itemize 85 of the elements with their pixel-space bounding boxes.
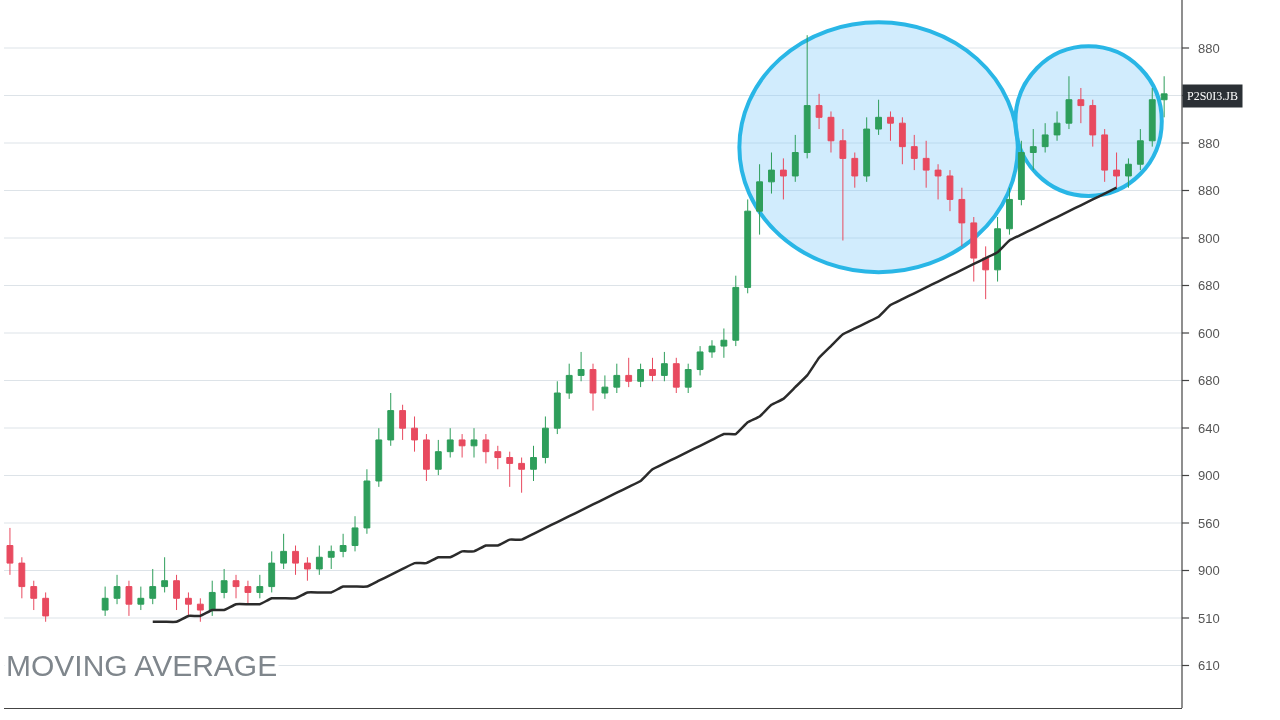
candlestick <box>553 380 561 435</box>
candlestick <box>161 556 169 593</box>
candlestick <box>446 427 454 459</box>
candlestick <box>1148 87 1156 148</box>
candlestick <box>6 527 14 576</box>
candlestick <box>1065 75 1073 130</box>
candlestick <box>113 574 121 605</box>
candlestick <box>220 568 228 599</box>
candlestick <box>30 580 38 611</box>
candlestick <box>351 515 359 552</box>
candlestick <box>232 574 240 599</box>
candlestick <box>387 392 395 447</box>
candlestick <box>196 597 204 623</box>
candlestick <box>1089 99 1097 148</box>
candlestick <box>637 363 645 388</box>
candlestick <box>101 586 109 617</box>
candlestick <box>601 374 609 400</box>
candlestick <box>530 445 537 482</box>
candlestick <box>1101 128 1109 183</box>
candlestick <box>494 445 502 470</box>
candlestick <box>1136 128 1144 171</box>
candlestick <box>208 580 216 617</box>
candlestick <box>149 568 157 605</box>
candlestick <box>684 363 692 394</box>
candlestick <box>399 404 407 441</box>
candlestick <box>589 363 597 412</box>
candlestick <box>173 574 180 611</box>
candlestick <box>1113 152 1120 189</box>
candlestick <box>708 339 716 359</box>
candlestick <box>1053 110 1061 142</box>
candlestick <box>375 427 383 488</box>
candlestick <box>541 415 549 464</box>
candlestick <box>672 357 680 394</box>
candlestick <box>125 580 133 617</box>
candlestick <box>411 415 418 453</box>
candlestick <box>613 363 621 394</box>
text: 680 <box>1198 278 1220 293</box>
text: 510 <box>1198 611 1220 626</box>
candlestick <box>732 275 740 347</box>
candlestick <box>304 556 311 582</box>
candlestick <box>649 357 656 382</box>
candlestick <box>363 468 371 535</box>
text: 600 <box>1198 326 1220 341</box>
candlestick <box>280 533 288 570</box>
candlestick <box>256 574 264 599</box>
candlestick <box>1029 128 1037 171</box>
candlestick <box>185 591 192 617</box>
candlestick <box>1041 122 1049 154</box>
candlestick <box>696 345 704 376</box>
candlestick <box>482 433 490 464</box>
candlestick <box>565 363 573 400</box>
candlestick <box>315 545 323 576</box>
candlestick <box>625 357 633 388</box>
candlestick <box>42 591 50 623</box>
candlestick <box>1125 157 1132 189</box>
text: P2S0I3.JB <box>1187 89 1239 103</box>
candlestick <box>1160 75 1168 118</box>
candlestick <box>1077 87 1085 124</box>
candlestick <box>244 580 252 605</box>
text: 800 <box>1198 231 1220 246</box>
candlestick <box>18 556 26 599</box>
text: 880 <box>1198 183 1220 198</box>
candlestick <box>137 586 145 611</box>
text: MOVING AVERAGE <box>6 649 278 682</box>
candlestick <box>720 327 728 359</box>
candlestick <box>506 451 514 488</box>
candlestick <box>268 550 276 593</box>
text: 640 <box>1198 421 1220 436</box>
candlestick <box>660 351 668 382</box>
text: 880 <box>1198 41 1220 56</box>
candlestick <box>292 545 299 576</box>
candlestick <box>518 457 526 494</box>
text: 900 <box>1198 468 1220 483</box>
text: 880 <box>1198 136 1220 151</box>
text: 680 <box>1198 373 1220 388</box>
candlestick <box>327 545 335 570</box>
text: 610 <box>1198 658 1220 673</box>
candlestick <box>458 433 466 459</box>
candlestick <box>577 351 585 382</box>
text: 560 <box>1198 516 1220 531</box>
candlestick <box>339 533 347 558</box>
candlestick <box>434 439 442 476</box>
candlestick <box>423 433 430 482</box>
candlestick <box>470 427 478 459</box>
text: 900 <box>1198 563 1220 578</box>
